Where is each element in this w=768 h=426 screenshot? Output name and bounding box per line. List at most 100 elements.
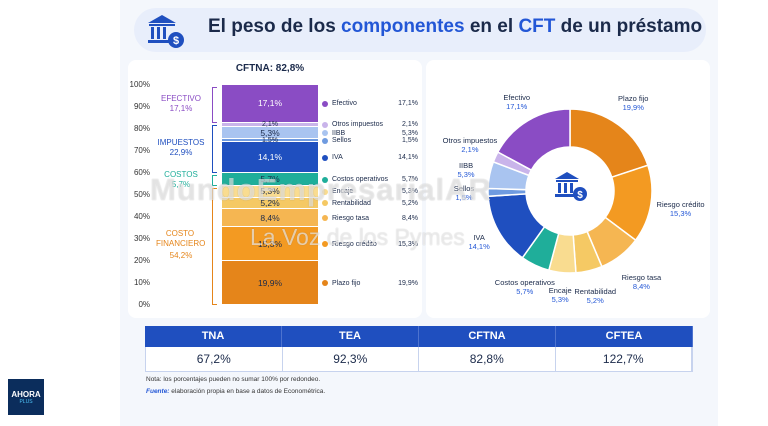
legend-label: Costos operativos [332, 176, 389, 184]
donut-label-name: Encaje [548, 285, 572, 295]
y-tick-label: 10% [133, 278, 150, 287]
legend-swatch [322, 121, 328, 128]
donut-label-name: Plazo fijo [618, 94, 649, 104]
donut-label-name: Riesgo crédito [656, 200, 705, 210]
legend-swatch [322, 280, 328, 287]
donut-label: Encaje 5,3% [525, 286, 595, 304]
donut-label-value: 14,1% [468, 241, 490, 251]
y-tick-label: 20% [133, 256, 150, 265]
legend-item: Plazo fijo 19,9% [322, 277, 418, 289]
rate-value: 82,8% [419, 347, 556, 371]
donut-center-bank-icon: $ [555, 172, 587, 201]
group-value: 17,1% [169, 103, 193, 113]
rate-name: TEA [282, 326, 419, 347]
donut-label: Efectivo 17,1% [482, 93, 552, 111]
legend-item: IVA 14,1% [322, 152, 418, 164]
donut-label-name: Rentabilidad [574, 287, 617, 296]
group-bracket [212, 124, 217, 174]
bar-segment: 14,1% [222, 142, 318, 174]
legend-item: Efectivo 17,1% [322, 98, 418, 110]
legend-item: Sellos 1,5% [322, 135, 418, 147]
svg-text:$: $ [173, 35, 179, 47]
y-tick-label: 30% [133, 234, 150, 243]
bar-chart-title: CFTNA: 82,8% [235, 63, 305, 74]
donut-label-value: 1,5% [455, 192, 473, 202]
donut-label: Sellos 1,5% [429, 184, 499, 202]
legend-swatch [322, 241, 328, 248]
group-label: EFECTIVO [160, 93, 201, 103]
donut-label: Rentabilidad 5,2% [560, 287, 630, 305]
legend-value: 2,1% [402, 121, 418, 129]
legend-label: Rentabilidad [332, 199, 371, 207]
group-bracket [212, 87, 217, 123]
footnote: Nota: los porcentajes pueden no sumar 10… [146, 376, 321, 383]
group-value: 5,7% [171, 179, 191, 189]
group-bracket [212, 187, 217, 305]
donut-label-value: 2,1% [461, 145, 479, 155]
legend-item: Riesgo crédito 15,3% [322, 238, 418, 250]
donut-label-value: 5,2% [586, 296, 604, 305]
donut-label-name: Efectivo [503, 92, 531, 102]
legend-value: 5,7% [402, 176, 418, 184]
donut-label-value: 5,3% [457, 170, 475, 180]
group-label: COSTOS [164, 169, 198, 179]
donut-label-value: 17,1% [506, 101, 528, 111]
bar-segment: 8,4% [222, 208, 318, 228]
bar-segment: 5,3% [222, 127, 318, 139]
legend-label: Plazo fijo [332, 279, 361, 287]
bar-segment: 1,5% [222, 137, 318, 144]
rates-table: TNA TEA CFTNA CFTEA 67,2% 92,3% 82,8% 122,7% [145, 326, 693, 372]
bar-segment: 5,3% [222, 185, 318, 198]
legend-label: Sellos [332, 137, 352, 145]
rate-value: 122,7% [556, 347, 692, 371]
donut-label: IVA 14,1% [444, 233, 514, 251]
legend-value: 5,3% [402, 129, 418, 137]
donut-slice [496, 108, 571, 172]
rates-value-row: 67,2% 92,3% 82,8% 122,7% [145, 347, 693, 372]
donut-label-name: Riesgo tasa [621, 273, 662, 283]
legend-label: Efectivo [332, 100, 357, 108]
legend-swatch [322, 188, 328, 195]
legend-label: Riesgo tasa [332, 214, 369, 222]
channel-logo: AHORA PLUS [8, 379, 44, 415]
legend-item: Otros impuestos 2,1% [322, 119, 418, 131]
donut-label: Costos operativos 5,7% [490, 278, 560, 296]
group-label: COSTO FINANCIERO [156, 229, 206, 249]
donut-label: Riesgo crédito 15,3% [646, 200, 716, 218]
watermark-brand: MundoEmpresarialAR [150, 172, 492, 207]
bar-segment: 17,1% [222, 85, 318, 123]
legend-swatch [322, 137, 328, 144]
legend-label: IVA [332, 154, 343, 162]
bar-segment: 15,3% [222, 227, 318, 262]
legend-swatch [322, 100, 328, 107]
bar-segment: 19,9% [222, 261, 318, 305]
donut-label: Plazo fijo 19,9% [598, 94, 668, 112]
rate-name: CFTNA [419, 326, 556, 347]
legend-item: Encaje 5,3% [322, 186, 418, 198]
donut-label-value: 5,3% [551, 294, 569, 304]
legend-value: 5,3% [402, 188, 418, 196]
legend-swatch [322, 215, 328, 222]
donut-label-value: 8,4% [632, 282, 650, 292]
donut-label: IIBB 5,3% [431, 161, 501, 179]
svg-text:$: $ [577, 190, 583, 201]
legend-label: Encaje [332, 188, 354, 196]
group-label: IMPUESTOS [157, 137, 205, 147]
legend-label: Riesgo crédito [332, 240, 377, 248]
donut-label-value: 19,9% [622, 103, 644, 113]
y-tick-label: 0% [138, 300, 150, 309]
rate-value: 67,2% [146, 347, 283, 371]
donut-chart [487, 108, 653, 274]
donut-label-name: IVA [473, 232, 485, 242]
bank-icon: $ [148, 15, 184, 48]
channel-logo-subtext: PLUS [19, 398, 33, 405]
bar-segment: 2,1% [222, 121, 318, 128]
group-bracket [212, 175, 217, 186]
channel-logo-text: AHORA [11, 389, 41, 399]
y-tick-label: 70% [133, 146, 150, 155]
rates-header-row: TNA TEA CFTNA CFTEA [145, 326, 693, 347]
donut-label-value: 15,3% [669, 209, 692, 219]
donut-label: Otros impuestos 2,1% [435, 136, 505, 154]
legend-value: 8,4% [402, 214, 418, 222]
legend-item: Rentabilidad 5,2% [322, 197, 418, 209]
